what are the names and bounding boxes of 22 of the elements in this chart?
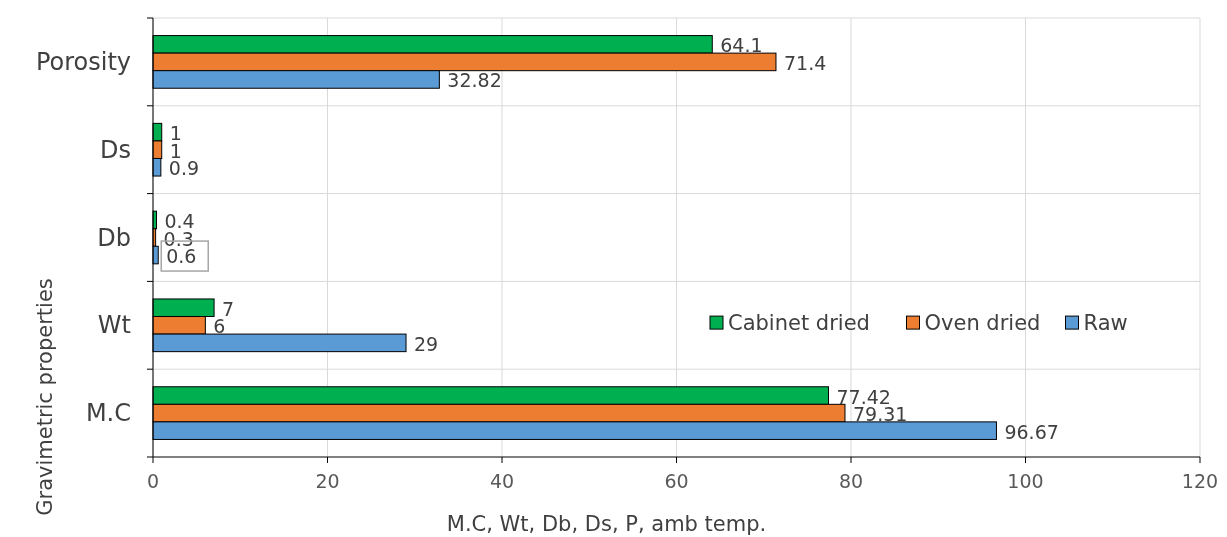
- x-tick-label: 20: [315, 470, 340, 492]
- y-tick-label: Wt: [97, 311, 131, 340]
- x-tick-label: 80: [838, 470, 864, 492]
- data-label: 96.67: [1004, 420, 1059, 443]
- legend-label: Oven dried: [924, 311, 1041, 336]
- x-axis-title: M.C, Wt, Db, Ds, P, amb temp.: [446, 512, 767, 536]
- y-tick-label: Porosity: [35, 47, 131, 76]
- data-label: 29: [414, 332, 439, 355]
- data-label: 64.1: [720, 34, 763, 57]
- x-tick-label: 100: [1007, 470, 1044, 492]
- x-tick-label: 0: [146, 470, 160, 492]
- data-label: 32.82: [447, 69, 502, 92]
- y-axis-title: Gravimetric properties: [33, 278, 57, 516]
- y-tick-label: M.C: [85, 399, 131, 428]
- legend-label: Raw: [1083, 311, 1128, 336]
- y-tick-label: Ds: [100, 135, 131, 164]
- x-tick-label: 120: [1181, 470, 1219, 492]
- y-tick-label: Db: [97, 223, 131, 252]
- data-label: 71.4: [783, 51, 827, 74]
- x-tick-label: 40: [489, 470, 515, 492]
- x-tick-label: 60: [664, 470, 689, 492]
- legend-label: Cabinet dried: [728, 311, 870, 336]
